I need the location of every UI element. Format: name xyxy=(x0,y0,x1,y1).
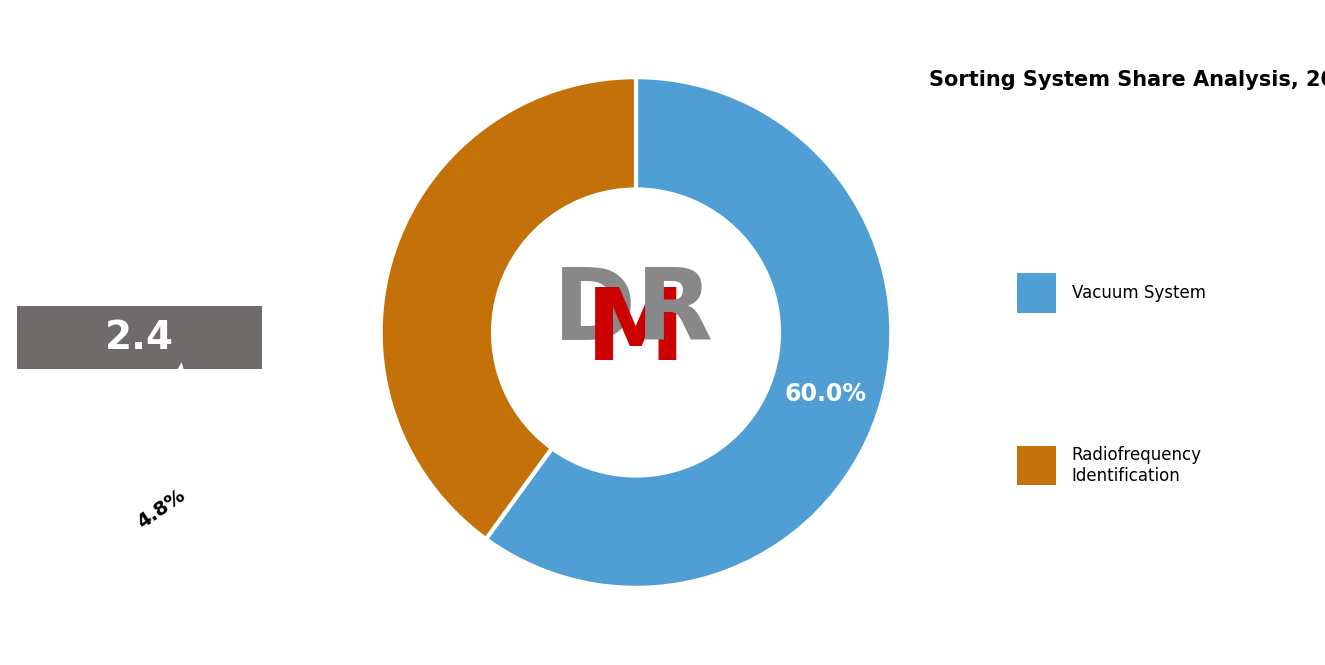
Text: Radiofrequency
Identification: Radiofrequency Identification xyxy=(1072,446,1202,485)
Polygon shape xyxy=(99,362,211,598)
FancyBboxPatch shape xyxy=(17,306,261,369)
Text: 2.4: 2.4 xyxy=(105,319,174,357)
Text: 4.8%: 4.8% xyxy=(134,485,189,532)
Text: R: R xyxy=(636,263,713,360)
Text: 60.0%: 60.0% xyxy=(784,382,867,406)
Text: D: D xyxy=(553,263,636,360)
Wedge shape xyxy=(486,77,892,588)
Wedge shape xyxy=(380,77,636,539)
Text: Global Baggage
Scanner Market Size
(USD Billion), 2024: Global Baggage Scanner Market Size (USD … xyxy=(50,249,228,303)
Text: M: M xyxy=(586,284,686,381)
Text: Vacuum System: Vacuum System xyxy=(1072,283,1206,302)
FancyBboxPatch shape xyxy=(1016,273,1056,313)
FancyBboxPatch shape xyxy=(1016,446,1056,485)
Text: CAGR
2024-2033: CAGR 2024-2033 xyxy=(19,485,105,559)
Text: Sorting System Share Analysis, 2024: Sorting System Share Analysis, 2024 xyxy=(929,70,1325,90)
Text: Dimension
Market
Research: Dimension Market Research xyxy=(49,58,229,162)
